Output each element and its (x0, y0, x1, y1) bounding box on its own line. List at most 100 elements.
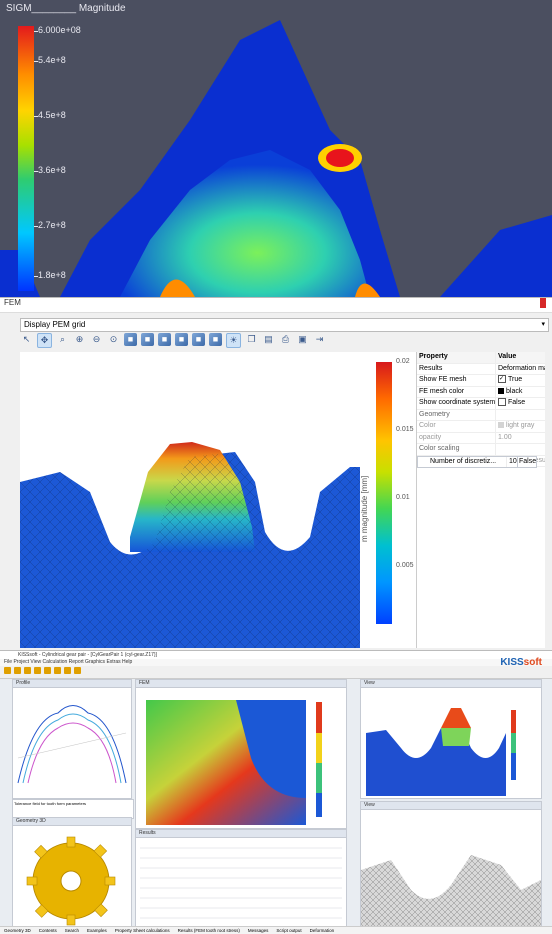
stress-contour-view: SIGM________ Magnitude 6.000e+08 5.4e+8 … (0, 0, 552, 297)
report-icon[interactable] (74, 667, 81, 674)
save-icon[interactable] (24, 667, 31, 674)
calculate-icon[interactable] (64, 667, 71, 674)
display-option-value: Display PEM grid (24, 320, 86, 329)
view-bottom-panel[interactable]: View (360, 801, 542, 927)
property-grid: Property Value Results Deformation mag...… (416, 352, 545, 648)
property-row[interactable]: FE mesh color black (417, 386, 545, 398)
open-icon[interactable] (14, 667, 21, 674)
bottom-tab[interactable]: Results (FEM tooth root stress) (177, 928, 240, 933)
property-row[interactable]: Number of discretiz... 10 (417, 455, 518, 468)
bottom-tab[interactable]: Contents (38, 928, 57, 933)
property-row: Geometry (417, 409, 545, 421)
property-value: Deformation mag... (498, 364, 545, 372)
fem-small-panel[interactable]: FEM (135, 679, 347, 829)
property-key: Results (419, 364, 443, 372)
colorbar-title: m magnitude [mm] (360, 475, 369, 542)
checkbox-checked-icon[interactable]: ✓ (498, 375, 506, 384)
fem-toolbar: ↖ ✥ ⌕ ⊕ ⊖ ⊙ ■ ■ ■ ■ ■ ■ ☀ ❐ ▤ ⎙ ▣ ⇥ (20, 333, 326, 349)
undo-icon[interactable] (44, 667, 51, 674)
view-top-icon[interactable]: ■ (192, 333, 205, 346)
tick-label: 3.6e+8 (38, 165, 66, 175)
colorbar-tick: 0.015 (396, 426, 414, 433)
view-front-icon[interactable]: ■ (124, 333, 137, 346)
view-right-icon[interactable]: ■ (175, 333, 188, 346)
main-toolbar (0, 666, 552, 679)
bottom-tab[interactable]: Script output (276, 928, 302, 933)
screenshot-icon[interactable]: ▣ (298, 334, 307, 344)
colorbar-tick: 0.01 (396, 494, 410, 501)
view-left-icon[interactable]: ■ (158, 333, 171, 346)
bottom-tab[interactable]: Geometry 3D (4, 928, 31, 933)
fem-small-plot (146, 700, 322, 825)
bottom-tab[interactable]: Messages (247, 928, 269, 933)
property-row: Color scaling (417, 444, 545, 456)
fem-mesh-plot (20, 442, 360, 648)
tick-label: 1.8e+8 (38, 270, 66, 280)
checkbox-icon[interactable] (498, 398, 506, 407)
property-row[interactable]: Results Deformation mag... (417, 363, 545, 375)
print-icon[interactable] (34, 667, 41, 674)
property-key: Geometry (419, 410, 450, 418)
bottom-tab[interactable]: Property Sheet calculations (114, 928, 170, 933)
copy-icon[interactable]: ❐ (247, 334, 256, 344)
gear3d-panel-title: Geometry 3D (13, 818, 131, 826)
gear3d-panel[interactable]: Geometry 3D (12, 817, 132, 927)
property-row[interactable]: Show coordinate system False (417, 398, 545, 410)
zoom-box-icon[interactable]: ⌕ (59, 334, 66, 344)
print-icon[interactable]: ⎙ (281, 334, 290, 344)
bottom-tab[interactable]: Search (64, 928, 80, 933)
deformation-color-bar (376, 362, 392, 624)
pointer-icon[interactable]: ↖ (22, 334, 31, 344)
property-value: False (519, 457, 537, 465)
profile-panel-title: Profile (13, 680, 131, 688)
profile-graph (17, 705, 127, 784)
property-value: True (508, 376, 523, 383)
new-icon[interactable] (4, 667, 11, 674)
property-key: Number of discretiz... (430, 457, 497, 465)
property-value: 1.00 (498, 433, 512, 441)
chevron-down-icon[interactable]: ▾ (541, 321, 545, 328)
view-back-icon[interactable]: ■ (141, 333, 154, 346)
save-icon[interactable]: ▤ (264, 334, 273, 344)
color-swatch (498, 422, 504, 429)
pan-icon[interactable]: ✥ (37, 333, 52, 348)
legend-title: SIGM________ Magnitude (6, 3, 126, 14)
zoom-out-icon[interactable]: ⊖ (92, 334, 101, 344)
tick-label: 6.000e+08 (38, 25, 81, 35)
gear-3d-model (26, 836, 116, 926)
colorbar-tick: 0.02 (396, 358, 410, 365)
property-key: Color (419, 422, 436, 429)
bottom-tab[interactable]: Deformation (309, 928, 335, 933)
fem-panel-title: FEM (0, 298, 552, 313)
kisssoft-window: KISSsoft - Cylindrical gear pair - [CylG… (0, 650, 552, 934)
fem-viewport[interactable]: 0.02 0.015 0.01 0.005 m magnitude [mm] (20, 352, 416, 648)
property-header: Property Value (417, 352, 545, 364)
menu-bar[interactable]: File Project View Calculation Report Gra… (0, 659, 552, 666)
view-top-panel[interactable]: View (360, 679, 542, 799)
results-table (140, 847, 342, 919)
redo-icon[interactable] (54, 667, 61, 674)
property-key: Show coordinate system (419, 399, 495, 406)
export-icon[interactable]: ⇥ (315, 334, 324, 344)
zoom-fit-icon[interactable]: ⊙ (109, 334, 118, 344)
property-key: opacity (419, 433, 442, 441)
view-iso-icon[interactable]: ■ (209, 333, 222, 346)
bottom-tab[interactable]: Examples (87, 928, 107, 933)
close-icon[interactable] (540, 298, 546, 308)
fem-panel: FEM Display PEM grid ▾ ↖ ✥ ⌕ ⊕ ⊖ ⊙ ■ ■ ■… (0, 297, 552, 651)
property-row[interactable]: Color light gray (417, 421, 545, 433)
tolerance-info: Tolerance field for tooth form parameter… (12, 799, 134, 819)
profile-panel[interactable]: Profile (12, 679, 132, 799)
display-option-select[interactable]: Display PEM grid ▾ (20, 318, 549, 332)
window-title: KISSsoft - Cylindrical gear pair - [CylG… (0, 651, 552, 659)
property-row[interactable]: opacity 1.00 (417, 432, 545, 444)
results-panel: Results (135, 829, 347, 927)
light-icon[interactable]: ☀ (226, 333, 241, 348)
stress-contour-plot (0, 20, 552, 297)
property-row[interactable]: Show FE mesh ✓ True (417, 375, 545, 387)
mesh-view-plot (361, 855, 541, 926)
kisssoft-logo: KISSsoft (500, 657, 542, 668)
zoom-in-icon[interactable]: ⊕ (75, 334, 84, 344)
bottom-tabs: Geometry 3D Contents Search Examples Propert… (0, 926, 552, 934)
tick-label: 4.5e+8 (38, 110, 66, 120)
